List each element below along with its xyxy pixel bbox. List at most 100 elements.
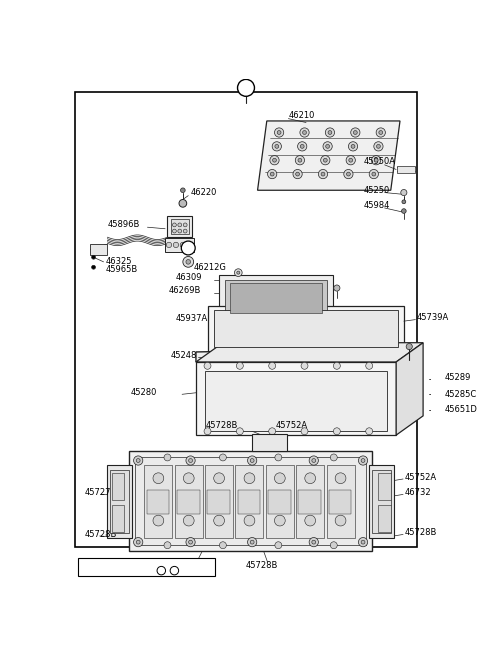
- Circle shape: [344, 170, 353, 179]
- Bar: [238, 490, 261, 514]
- Circle shape: [189, 540, 192, 544]
- Circle shape: [325, 128, 335, 137]
- Bar: [225, 280, 327, 316]
- Text: 45651D: 45651D: [444, 405, 478, 414]
- Circle shape: [214, 515, 225, 526]
- Bar: [207, 306, 404, 352]
- Text: 45950A: 45950A: [364, 157, 396, 166]
- Circle shape: [248, 456, 257, 465]
- Circle shape: [379, 130, 383, 134]
- Text: ~: ~: [168, 566, 174, 575]
- Bar: [147, 490, 169, 514]
- Bar: [230, 283, 322, 314]
- Circle shape: [204, 362, 211, 369]
- Text: 45289: 45289: [444, 373, 471, 382]
- Circle shape: [275, 542, 282, 549]
- Polygon shape: [258, 121, 400, 190]
- Circle shape: [186, 259, 191, 264]
- Circle shape: [298, 141, 307, 151]
- Circle shape: [335, 473, 346, 483]
- Circle shape: [219, 454, 227, 461]
- Text: 45728B: 45728B: [246, 561, 278, 570]
- Circle shape: [270, 172, 274, 176]
- Circle shape: [438, 392, 442, 396]
- Circle shape: [183, 257, 193, 267]
- Circle shape: [351, 145, 355, 148]
- Circle shape: [376, 145, 380, 148]
- Text: 46325: 46325: [106, 257, 132, 267]
- Circle shape: [189, 458, 192, 462]
- Circle shape: [361, 540, 365, 544]
- Bar: [112, 505, 124, 532]
- Circle shape: [300, 128, 309, 137]
- Circle shape: [312, 458, 316, 462]
- Text: 2: 2: [242, 83, 250, 93]
- Circle shape: [372, 172, 376, 176]
- Circle shape: [347, 172, 350, 176]
- Circle shape: [309, 538, 318, 547]
- Text: 45937A: 45937A: [175, 314, 207, 324]
- Circle shape: [318, 170, 328, 179]
- Circle shape: [244, 515, 255, 526]
- Bar: [112, 473, 124, 500]
- Circle shape: [237, 271, 240, 274]
- Bar: [110, 470, 129, 533]
- Circle shape: [298, 159, 302, 162]
- Bar: [144, 465, 172, 538]
- Circle shape: [351, 128, 360, 137]
- Text: 45727C: 45727C: [175, 561, 207, 570]
- Bar: [219, 275, 333, 321]
- Text: 45739A: 45739A: [417, 313, 449, 322]
- Bar: [90, 244, 108, 255]
- Circle shape: [305, 515, 315, 526]
- Text: THE NO. 45000A :: THE NO. 45000A :: [81, 566, 152, 575]
- Circle shape: [366, 362, 372, 369]
- Text: 45285C: 45285C: [444, 390, 477, 399]
- Text: 46732: 46732: [405, 489, 431, 497]
- Circle shape: [92, 255, 96, 259]
- Bar: [207, 490, 230, 514]
- Bar: [296, 465, 324, 538]
- Circle shape: [183, 229, 187, 233]
- Circle shape: [326, 145, 330, 148]
- Circle shape: [236, 428, 243, 435]
- Circle shape: [374, 141, 383, 151]
- Circle shape: [330, 454, 337, 461]
- Circle shape: [183, 515, 194, 526]
- Circle shape: [164, 454, 171, 461]
- Circle shape: [234, 269, 242, 276]
- Circle shape: [244, 473, 255, 483]
- Text: NOTE: NOTE: [81, 559, 105, 567]
- Circle shape: [295, 156, 304, 165]
- Circle shape: [369, 170, 378, 179]
- Circle shape: [269, 428, 276, 435]
- Bar: [135, 457, 366, 545]
- Text: 45728B: 45728B: [405, 529, 437, 537]
- Circle shape: [186, 538, 195, 547]
- Polygon shape: [396, 343, 423, 435]
- Circle shape: [272, 141, 281, 151]
- Circle shape: [180, 242, 186, 248]
- Circle shape: [335, 515, 346, 526]
- Circle shape: [170, 567, 179, 575]
- Bar: [196, 362, 396, 435]
- Bar: [205, 465, 233, 538]
- Circle shape: [273, 159, 276, 162]
- Text: 45752A: 45752A: [275, 421, 307, 430]
- Circle shape: [180, 188, 185, 193]
- Circle shape: [334, 428, 340, 435]
- Circle shape: [164, 542, 171, 549]
- Circle shape: [277, 130, 281, 134]
- Bar: [205, 371, 387, 431]
- Circle shape: [437, 376, 443, 382]
- Circle shape: [250, 540, 254, 544]
- Circle shape: [173, 242, 179, 248]
- Circle shape: [136, 458, 140, 462]
- Circle shape: [376, 128, 385, 137]
- Circle shape: [346, 156, 355, 165]
- Circle shape: [309, 456, 318, 465]
- Circle shape: [186, 456, 195, 465]
- Text: 45728B: 45728B: [206, 421, 239, 430]
- Circle shape: [172, 223, 176, 227]
- Circle shape: [153, 515, 164, 526]
